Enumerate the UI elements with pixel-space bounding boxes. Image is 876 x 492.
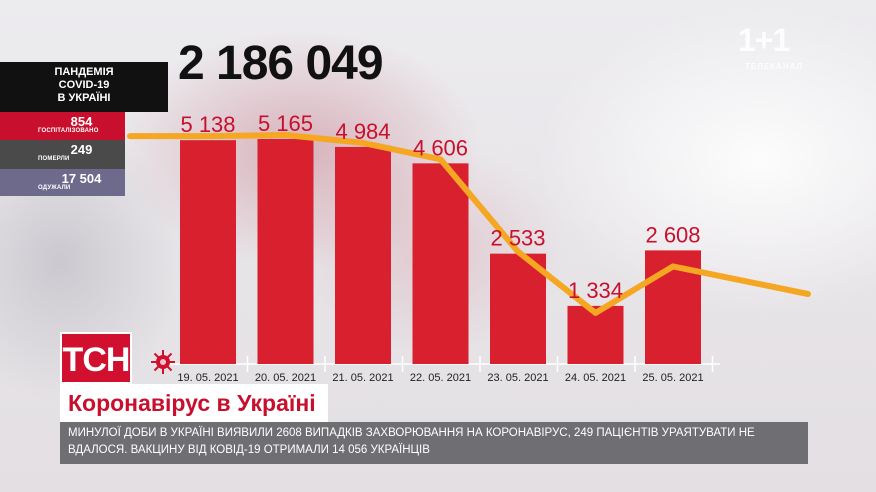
virus-icon [151,350,175,374]
channel-logo-subtitle: ТЕЛЕКАНАЛ [745,62,804,71]
news-ticker: МИНУЛОЇ ДОБИ В УКРАЇНІ ВИЯВИЛИ 2608 ВИПА… [60,422,808,464]
trend-line [127,132,811,316]
deaths-stat: 249 ПОМЕРЛИ [0,140,125,169]
value-label: 1 334 [568,278,623,303]
deaths-label: ПОМЕРЛИ [38,156,70,162]
headline: Коронавірус в Україні [60,384,328,422]
channel-logo: 1+1 [738,22,790,58]
pandemic-title: ПАНДЕМІЯ COVID-19 В УКРАЇНІ [0,62,168,112]
bar [257,139,314,364]
recovered-value: 17 504 [61,171,102,186]
recovered-stat: 17 504 ОДУЖАЛИ [0,169,125,196]
hospitalized-stat: 854 ГОСПІТАЛІЗОВАНО [0,112,125,140]
value-label: 5 165 [258,111,313,136]
bar [412,163,469,364]
recovered-label: ОДУЖАЛИ [38,185,71,191]
tsn-logo: ТСН [60,332,132,384]
x-tick-label: 23. 05. 2021 [487,372,548,384]
bar [490,253,546,364]
hospitalized-label: ГОСПІТАЛІЗОВАНО [38,128,99,134]
x-tick-label: 24. 05. 2021 [565,372,626,384]
value-label: 4 606 [413,135,468,160]
bar [335,146,391,364]
x-tick-label: 19. 05. 2021 [177,372,238,384]
x-tick-label: 21. 05. 2021 [332,372,393,384]
deaths-value: 249 [70,142,93,157]
value-label: 2 533 [490,226,545,251]
x-tick-label: 20. 05. 2021 [255,372,316,384]
value-label: 2 608 [645,222,700,247]
value-label: 4 984 [335,119,390,144]
total-cases: 2 186 049 [178,37,384,90]
value-label: 5 138 [180,112,235,137]
hospitalized-value: 854 [70,114,93,129]
x-tick-label: 25. 05. 2021 [642,372,703,384]
x-tick-label: 22. 05. 2021 [410,372,471,384]
bar [180,140,236,364]
